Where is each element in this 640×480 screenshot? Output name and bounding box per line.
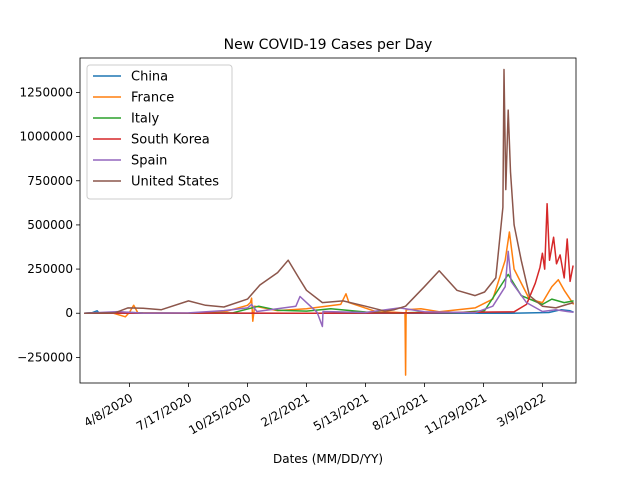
legend-label-2: Italy bbox=[131, 112, 160, 127]
legend: China France Italy South Korea Spain United S… bbox=[86, 64, 233, 200]
plot-lines bbox=[84, 68, 575, 376]
legend-label-5: United States bbox=[131, 175, 219, 190]
legend-label-4: Spain bbox=[131, 154, 167, 169]
series-line-3 bbox=[84, 202, 574, 314]
x-tick-label-1: 7/17/2020 bbox=[134, 391, 194, 434]
y-tick-label-5: 1000000 bbox=[20, 130, 73, 144]
x-tick-label-2: 10/25/2020 bbox=[186, 391, 253, 438]
y-tick-label-3: 500000 bbox=[27, 218, 73, 232]
y-tick-label-4: 750000 bbox=[27, 174, 73, 188]
y-tick-label-0: −250000 bbox=[17, 350, 73, 364]
legend-box bbox=[86, 64, 233, 200]
y-axis: −250000 0 250000 500000 750000 1000000 1250000 bbox=[17, 85, 80, 364]
y-tick-label-1: 0 bbox=[65, 306, 73, 320]
x-axis-label: Dates (MM/DD/YY) bbox=[273, 452, 383, 466]
x-tick-label-6: 11/29/2021 bbox=[422, 391, 489, 438]
plot-frame bbox=[79, 57, 577, 384]
series-line-1 bbox=[84, 231, 575, 376]
series-line-5 bbox=[84, 68, 574, 314]
chart-title: New COVID-19 Cases per Day bbox=[224, 37, 433, 53]
series-line-4 bbox=[84, 250, 574, 328]
y-tick-label-6: 1250000 bbox=[20, 85, 73, 99]
legend-label-3: South Korea bbox=[131, 133, 210, 148]
y-tick-label-2: 250000 bbox=[27, 262, 73, 276]
x-tick-label-0: 4/8/2020 bbox=[82, 391, 136, 430]
x-tick-label-3: 2/2/2021 bbox=[258, 391, 312, 430]
x-tick-label-4: 5/13/2021 bbox=[311, 391, 371, 434]
legend-label-1: France bbox=[131, 91, 174, 106]
x-tick-label-5: 8/21/2021 bbox=[370, 391, 430, 434]
x-tick-label-7: 3/9/2022 bbox=[494, 391, 548, 430]
legend-label-0: China bbox=[131, 70, 168, 85]
